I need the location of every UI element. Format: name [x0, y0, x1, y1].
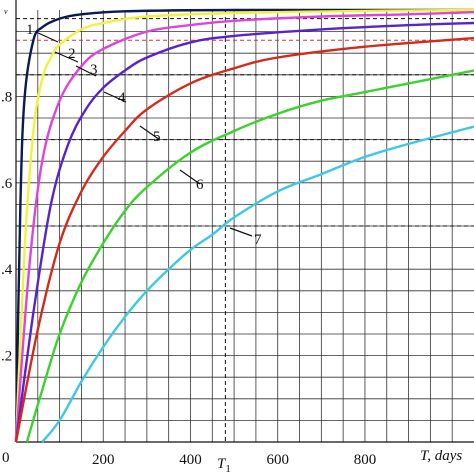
series-line-5	[14, 36, 474, 443]
y-tick-label: .8	[1, 89, 12, 105]
series-line-7	[41, 125, 474, 443]
curve-leader-line-1	[35, 31, 59, 43]
series-line-2	[14, 8, 474, 443]
curves	[14, 8, 474, 443]
x-tick-label: 600	[266, 452, 289, 468]
curve-leader-line-3	[75, 65, 97, 77]
series-line-6	[25, 69, 474, 443]
curve-label-5: 5	[153, 129, 161, 145]
origin-label: 0	[2, 450, 10, 466]
curve-label-3: 3	[90, 62, 98, 78]
x-tick-label: 800	[354, 452, 377, 468]
curve-leader-line-6	[179, 169, 201, 185]
series-line-1	[14, 8, 474, 443]
x-tick-label: 400	[179, 452, 202, 468]
curve-label-7: 7	[254, 232, 262, 248]
curve-label-6: 6	[196, 177, 204, 193]
y-tick-label: .2	[1, 349, 12, 365]
reference-lines	[16, 10, 474, 442]
curve-leader-line-4	[103, 91, 127, 103]
x-axis-label: T, days	[420, 448, 462, 464]
curve-leader-lines	[35, 31, 253, 237]
curve-leader-line-7	[229, 227, 253, 237]
y-axis-label: v	[4, 7, 8, 16]
curve-label-4: 4	[118, 90, 126, 106]
x-tick-label: 200	[92, 452, 115, 468]
t1-symbol: T	[217, 456, 227, 472]
curve-leader-line-2	[54, 51, 79, 63]
series-line-4	[14, 21, 474, 443]
y-tick-label: .4	[1, 262, 13, 278]
labels: 0 v T, days T1 200 400 600 800.2.4.6.812345…	[1, 7, 462, 474]
t1-label: T1	[217, 456, 231, 474]
axes	[15, 0, 474, 443]
t1-subscript: 1	[225, 463, 231, 474]
curve-label-1: 1	[26, 22, 34, 38]
curve-leader-line-5	[139, 125, 161, 141]
curve-label-2: 2	[68, 46, 76, 62]
series-line-3	[14, 11, 474, 443]
y-tick-label: .6	[1, 176, 13, 192]
